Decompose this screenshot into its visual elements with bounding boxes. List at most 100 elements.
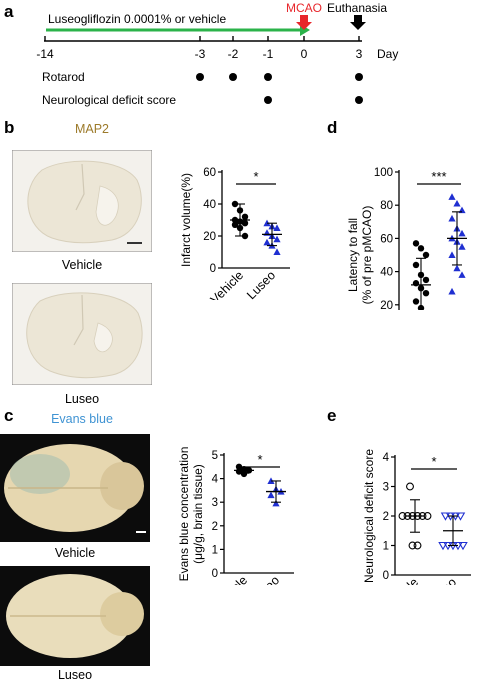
data-point — [412, 298, 420, 305]
map2-luseo-image — [12, 283, 152, 385]
data-point — [453, 264, 461, 272]
panel-letter-a: a — [4, 2, 14, 21]
data-point — [438, 541, 448, 551]
y-tick-label: 2 — [212, 521, 218, 533]
category-label: Luseo — [248, 573, 282, 585]
data-point — [458, 229, 466, 237]
map2-title: MAP2 — [74, 122, 110, 136]
data-point — [458, 243, 466, 250]
evans-luseo-caption: Luseo — [57, 668, 93, 682]
y-axis-label: Latency to fall — [346, 218, 360, 292]
y-tick-label: 1 — [212, 544, 218, 556]
y-axis-label: Neurological deficit score — [362, 449, 376, 583]
row-label-neuro-score: Neurological deficit score — [42, 93, 176, 107]
day-tick-label: 3 — [356, 47, 363, 61]
y-tick-label: 4 — [212, 474, 219, 486]
data-point — [440, 512, 451, 521]
data-point — [417, 245, 425, 252]
data-point — [273, 235, 281, 243]
data-point — [458, 271, 466, 278]
y-tick-label: 3 — [212, 497, 218, 509]
treatment-label: Luseogliflozin 0.0001% or vehicle — [48, 12, 226, 26]
y-axis-label: (% of pre pMCAO) — [360, 206, 374, 305]
day-tick-label: -1 — [263, 47, 274, 61]
y-tick-label: 2 — [383, 511, 389, 523]
evans-luseo-image — [0, 566, 150, 666]
mcao-arrow-icon — [296, 15, 312, 30]
y-tick-label: 100 — [374, 167, 393, 179]
neuro-score-dot — [355, 96, 363, 104]
data-point — [241, 220, 249, 227]
y-tick-label: 3 — [383, 482, 389, 494]
y-tick-label: 0 — [383, 570, 389, 582]
panel-letter-c: c — [4, 406, 14, 425]
significance-label: * — [257, 452, 262, 467]
data-point — [448, 287, 456, 295]
data-point — [455, 512, 466, 521]
evans-vehicle-caption: Vehicle — [54, 546, 96, 560]
data-point — [273, 224, 281, 231]
y-tick-label: 0 — [210, 263, 216, 275]
day-tick-label: -2 — [228, 47, 239, 61]
plot-evans-blue: 0 1 2 3 4 5 Evans blue concentration (μg/g, bra… — [177, 447, 294, 585]
panel-letter-d: d — [327, 118, 338, 137]
data-point — [240, 470, 248, 478]
data-point — [263, 238, 271, 246]
mcao-label: MCAO — [286, 1, 322, 15]
y-tick-label: 40 — [380, 267, 393, 279]
y-tick-label: 0 — [212, 568, 218, 580]
data-point — [267, 491, 275, 499]
data-point — [241, 232, 249, 240]
data-point — [408, 541, 417, 550]
category-label: Luseo — [244, 268, 278, 300]
data-point — [422, 289, 430, 297]
evans-blue-title: Evans blue — [51, 412, 113, 426]
y-tick-label: 1 — [383, 541, 389, 553]
data-point — [453, 199, 461, 207]
y-tick-label: 20 — [380, 300, 393, 310]
map2-vehicle-caption: Vehicle — [61, 258, 103, 272]
data-point — [448, 193, 456, 200]
euthanasia-label: Euthanasia — [327, 1, 387, 15]
data-point — [413, 541, 422, 550]
data-point — [235, 463, 243, 470]
y-axis-label: (μg/g, brain tissue) — [191, 464, 205, 564]
day-tick-label: 0 — [301, 47, 308, 61]
map2-luseo-caption: Luseo — [64, 392, 100, 406]
data-point — [231, 221, 239, 228]
y-tick-label: 5 — [212, 450, 218, 462]
data-point — [406, 482, 414, 491]
y-tick-label: 60 — [203, 167, 216, 179]
euthanasia-arrow-icon — [350, 15, 366, 30]
y-tick-label: 40 — [203, 199, 216, 211]
row-label-rotarod: Rotarod — [42, 70, 85, 84]
data-point — [458, 541, 468, 551]
rotarod-dot — [355, 73, 363, 81]
y-axis-label: Evans blue concentration — [177, 447, 191, 582]
timeline-diagram: Luseogliflozin 0.0001% or vehicle MCAO E… — [36, 1, 398, 107]
data-point — [412, 261, 420, 269]
plot-latency-to-fall: 020406080100Latency to fall(% of pre pMC… — [346, 167, 467, 310]
significance-label: * — [253, 169, 258, 184]
rotarod-dot — [196, 73, 204, 81]
y-tick-label: 80 — [380, 200, 393, 212]
data-point — [448, 251, 456, 258]
category-label: Luseo — [425, 575, 459, 585]
map2-vehicle-image — [12, 150, 152, 252]
data-point — [412, 240, 420, 247]
data-point — [422, 276, 430, 284]
y-tick-label: 60 — [380, 233, 393, 245]
data-point — [273, 248, 281, 255]
day-unit-label: Day — [377, 47, 398, 61]
y-tick-label: 20 — [203, 231, 216, 243]
data-point — [422, 251, 430, 259]
panel-letter-b: b — [4, 118, 15, 137]
rotarod-dot — [229, 73, 237, 81]
data-point — [448, 214, 456, 222]
rotarod-dot — [264, 73, 272, 81]
day-tick-label: -3 — [195, 47, 206, 61]
day-tick-label: -14 — [36, 47, 54, 61]
data-point — [241, 213, 249, 220]
